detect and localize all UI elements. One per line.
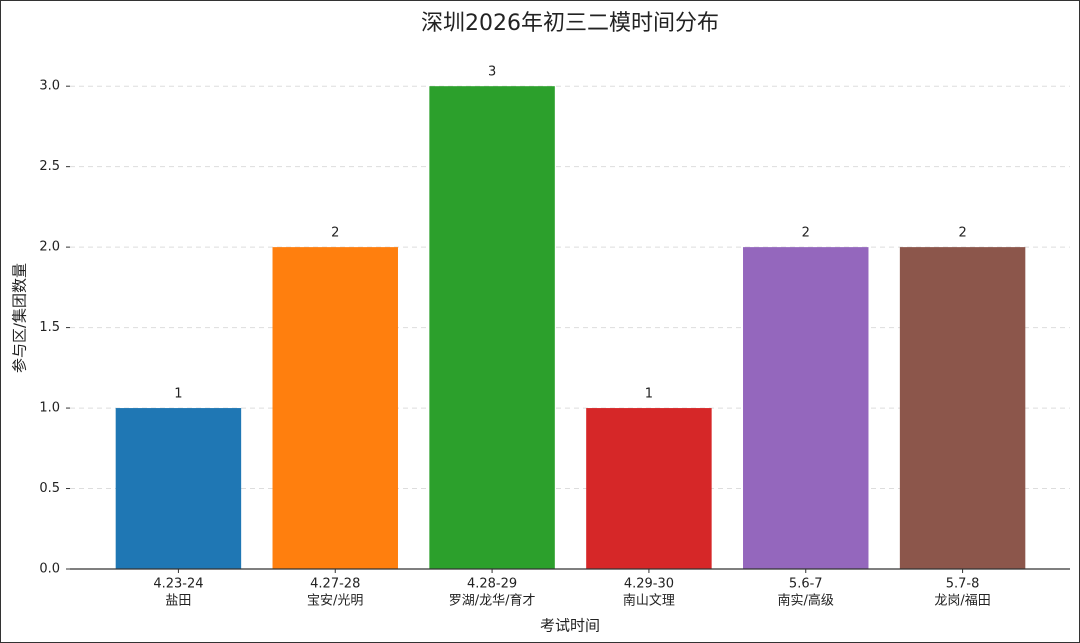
bar (586, 408, 712, 569)
y-tick-label: 0.5 (39, 481, 60, 496)
x-axis-label: 考试时间 (540, 617, 600, 635)
x-tick-label: 4.23-24 (153, 577, 203, 592)
y-tick-label: 3.0 (39, 79, 60, 94)
x-tick-label: 5.6-7 (789, 577, 823, 592)
x-tick-label: 5.7-8 (946, 577, 980, 592)
bar (272, 247, 398, 569)
x-tick-label: 4.29-30 (624, 577, 674, 592)
y-tick-label: 2.5 (39, 159, 60, 174)
bar (899, 247, 1026, 569)
x-tick-label: 南山文理 (623, 593, 675, 609)
value-label: 2 (802, 226, 810, 241)
y-tick-label: 1.5 (39, 320, 60, 335)
x-tick-label: 南实/高级 (778, 593, 834, 609)
y-tick-label: 0.0 (39, 562, 60, 577)
x-tick-label: 宝安/光明 (307, 594, 363, 609)
x-tick-label: 4.28-29 (467, 577, 517, 592)
x-tick-label: 罗湖/龙华/育才 (449, 593, 536, 609)
x-tick-label: 4.27-28 (310, 577, 360, 592)
bar (429, 86, 555, 569)
chart-title: 深圳2026年初三二模时间分布 (421, 11, 719, 36)
value-label: 3 (488, 65, 496, 80)
value-label: 1 (645, 387, 653, 402)
y-tick-label: 1.0 (39, 401, 60, 416)
x-tick-label: 盐田 (165, 594, 191, 609)
bar (115, 408, 242, 569)
value-label: 2 (331, 226, 339, 241)
y-tick-label: 2.0 (39, 240, 60, 255)
value-label: 2 (958, 226, 966, 241)
x-tick-label: 龙岗/福田 (934, 594, 990, 609)
value-label: 1 (174, 387, 182, 402)
bar (743, 247, 869, 569)
y-axis-label: 参与区/集团数量 (11, 263, 29, 373)
